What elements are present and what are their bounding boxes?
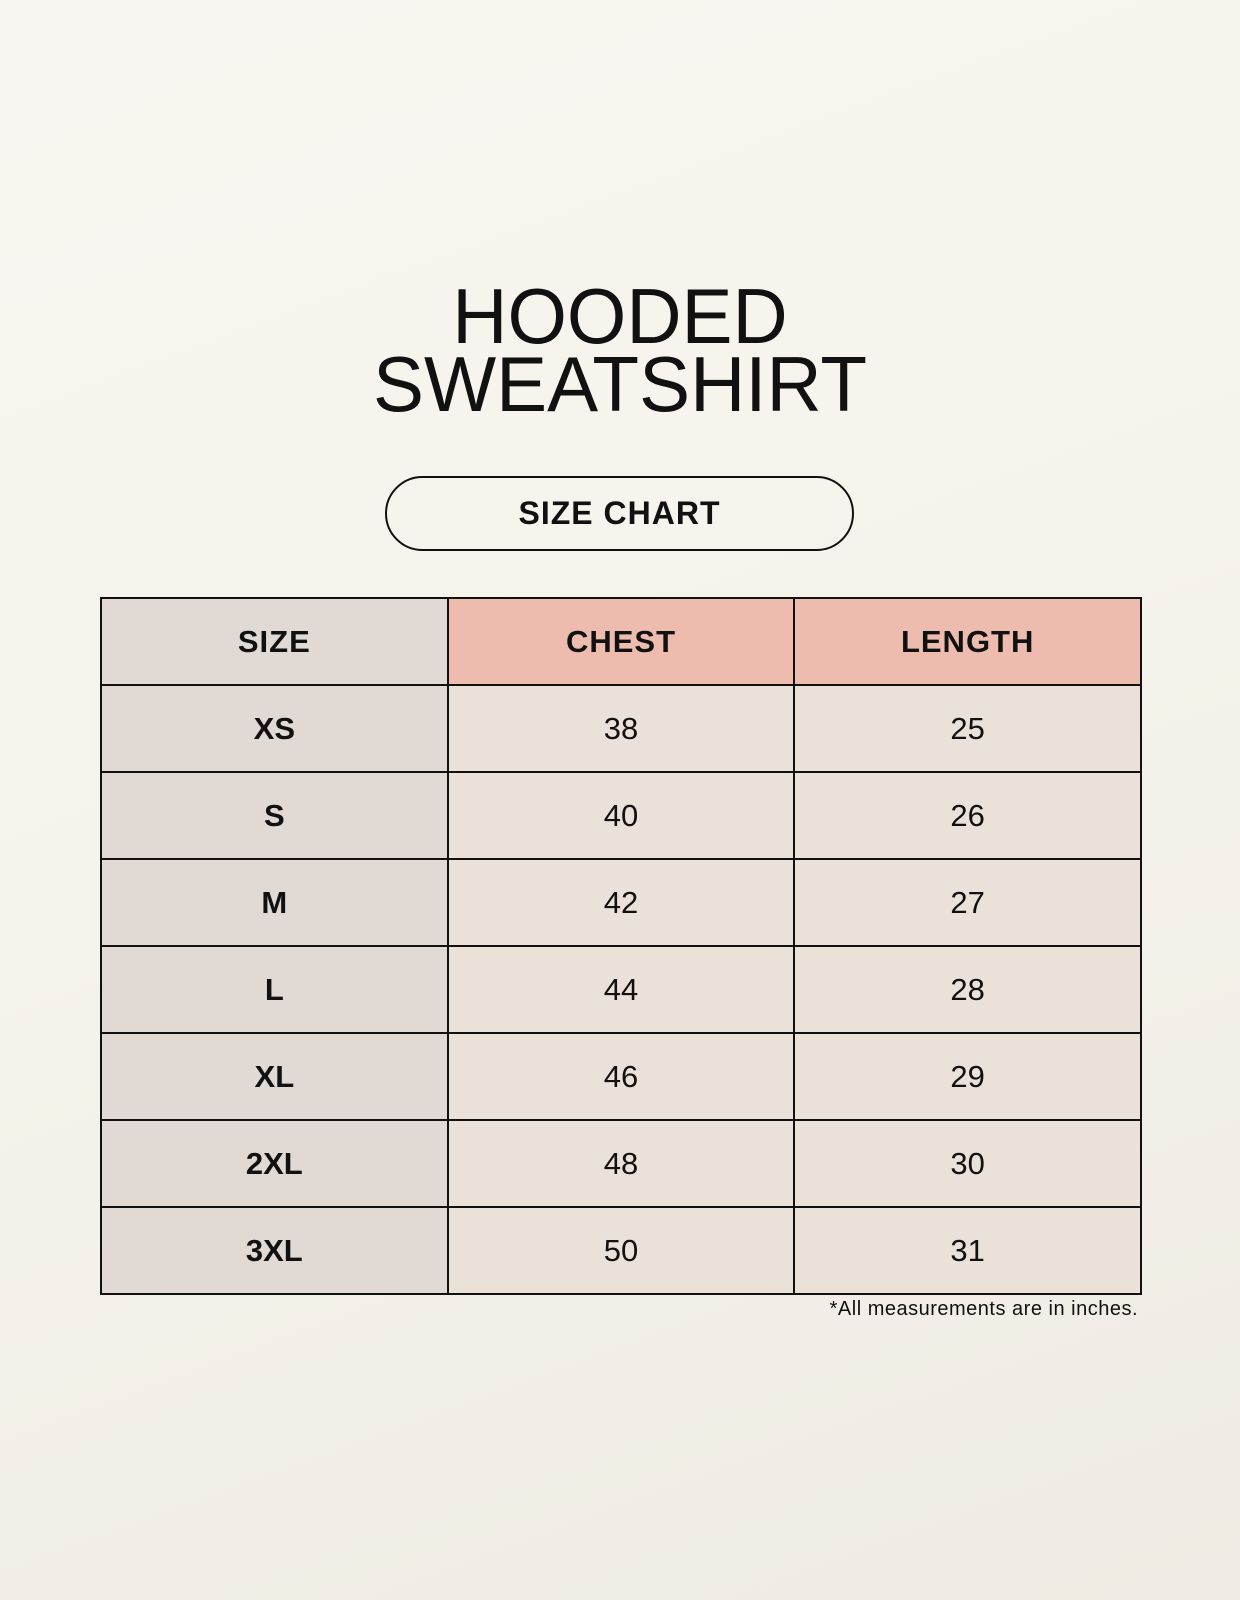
length-cell: 25 [793, 684, 1142, 773]
size-cell: 2XL [100, 1119, 449, 1208]
header-chest: CHEST [446, 597, 796, 686]
chest-cell: 46 [446, 1032, 796, 1121]
length-cell: 31 [793, 1206, 1142, 1295]
chest-cell: 40 [446, 771, 796, 860]
title-line-1: HOODED [452, 272, 788, 360]
length-cell: 26 [793, 771, 1142, 860]
size-cell: XS [100, 684, 449, 773]
chest-cell: 42 [446, 858, 796, 947]
table-row: XL 46 29 [100, 1032, 1142, 1121]
chest-cell: 44 [446, 945, 796, 1034]
length-cell: 27 [793, 858, 1142, 947]
table-row: XS 38 25 [100, 684, 1142, 773]
chest-cell: 50 [446, 1206, 796, 1295]
size-chart-badge: SIZE CHART [385, 476, 854, 551]
table-row: M 42 27 [100, 858, 1142, 947]
table-row: 3XL 50 31 [100, 1206, 1142, 1295]
title-line-2: SWEATSHIRT [372, 340, 868, 428]
chest-cell: 38 [446, 684, 796, 773]
header-length: LENGTH [793, 597, 1142, 686]
size-cell: L [100, 945, 449, 1034]
size-table: SIZE CHEST LENGTH XS 38 25 S 40 26 M 42 27 L 44 28 X… [100, 597, 1142, 1295]
footnote: *All measurements are in inches. [829, 1298, 1138, 1320]
length-cell: 28 [793, 945, 1142, 1034]
size-cell: S [100, 771, 449, 860]
header-size: SIZE [100, 597, 449, 686]
length-cell: 29 [793, 1032, 1142, 1121]
chest-cell: 48 [446, 1119, 796, 1208]
size-cell: M [100, 858, 449, 947]
header-row: SIZE CHEST LENGTH [100, 597, 1142, 686]
page-title: HOODED SWEATSHIRT [0, 272, 1240, 428]
table-row: S 40 26 [100, 771, 1142, 860]
size-cell: XL [100, 1032, 449, 1121]
table-row: 2XL 48 30 [100, 1119, 1142, 1208]
length-cell: 30 [793, 1119, 1142, 1208]
size-cell: 3XL [100, 1206, 449, 1295]
table-row: L 44 28 [100, 945, 1142, 1034]
